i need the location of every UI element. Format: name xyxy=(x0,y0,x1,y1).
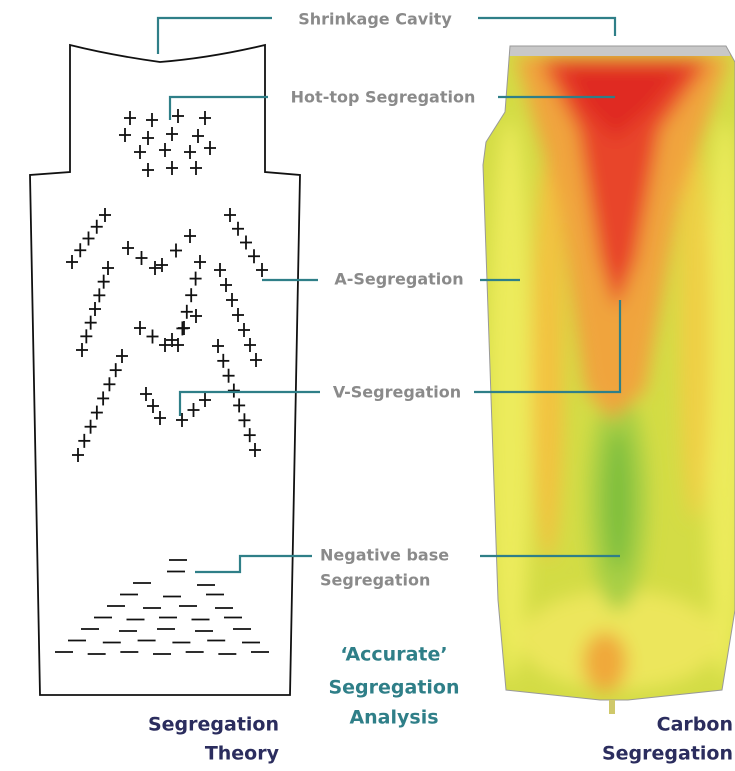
right-caption: Carbon xyxy=(657,714,733,736)
left-caption: Theory xyxy=(205,743,280,765)
callout-label: Negative base xyxy=(320,546,449,565)
theory-ingot xyxy=(30,45,300,695)
carbon-map xyxy=(480,40,735,710)
callout-label: Shrinkage Cavity xyxy=(298,10,452,29)
callout-label: V-Segregation xyxy=(333,383,461,402)
right-caption: Segregation xyxy=(602,743,733,765)
center-caption: ‘Accurate’ xyxy=(340,644,447,666)
center-caption: Analysis xyxy=(349,707,438,729)
ingot-stem xyxy=(609,700,615,714)
callout-label: Segregation xyxy=(320,571,430,590)
left-caption: Segregation xyxy=(148,714,279,736)
callout-label: A-Segregation xyxy=(334,270,463,289)
diagram: Shrinkage Cavity Hot-top Segregation A-S… xyxy=(0,0,735,771)
callout-label: Hot-top Segregation xyxy=(291,88,476,107)
center-caption: Segregation xyxy=(328,677,459,699)
